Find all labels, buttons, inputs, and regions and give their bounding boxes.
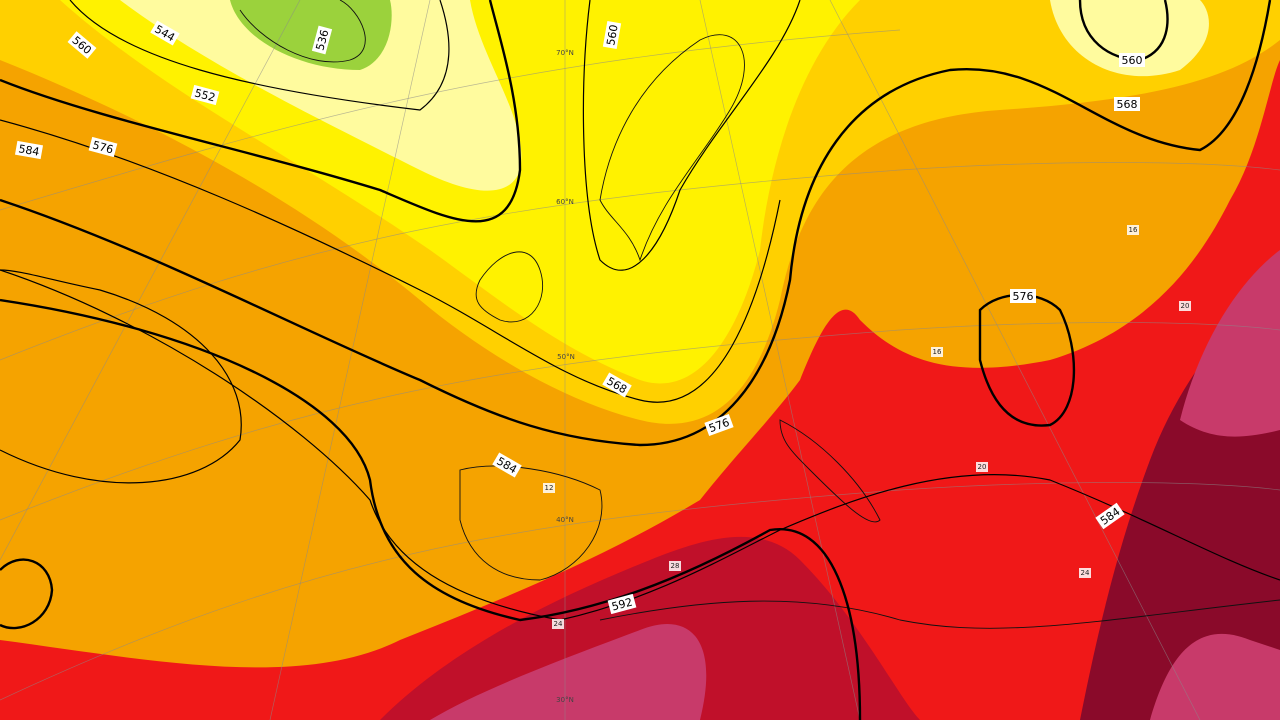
label-box xyxy=(1010,289,1036,303)
contour-label: 552 xyxy=(190,84,220,106)
label-box xyxy=(1114,97,1140,111)
label-box xyxy=(1079,568,1091,578)
pale-yellow-field xyxy=(1050,0,1209,77)
coastlines xyxy=(239,0,1280,629)
meridian xyxy=(269,0,431,720)
temperature-label: 12 xyxy=(545,484,554,492)
contour-line xyxy=(0,558,54,630)
contour-value: 592 xyxy=(610,595,634,613)
coastline xyxy=(599,34,745,262)
temperature-label: 16 xyxy=(1129,226,1138,234)
coastline xyxy=(779,419,881,523)
label-box xyxy=(1119,53,1145,67)
contour-value: 576 xyxy=(91,138,115,156)
contour-value: 568 xyxy=(1117,98,1138,111)
parallel xyxy=(0,29,901,211)
green-field xyxy=(230,0,392,70)
label-box xyxy=(976,462,988,472)
meridian xyxy=(829,0,1201,720)
temperature-label: 20 xyxy=(1181,302,1190,310)
contour-label: 592 xyxy=(607,593,637,615)
temperature-label: 16 xyxy=(933,348,942,356)
label-box xyxy=(67,31,97,59)
latitude-label: 30°N xyxy=(556,696,574,704)
label-box xyxy=(607,593,637,615)
label-box xyxy=(492,452,522,478)
yellow-field xyxy=(60,0,860,384)
contour-label: 584 xyxy=(14,140,44,160)
label-box xyxy=(190,84,220,106)
label-box xyxy=(150,20,180,46)
contour-label: 568 xyxy=(1114,97,1140,111)
contour-value: 584 xyxy=(17,142,40,158)
contour-value: 552 xyxy=(193,86,217,104)
contour-line xyxy=(69,0,450,111)
magenta-field xyxy=(1150,633,1280,720)
contour-line xyxy=(0,0,1272,447)
magenta-field xyxy=(1180,250,1280,437)
temperature-label: 28 xyxy=(671,562,680,570)
label-box xyxy=(14,140,44,160)
parallel xyxy=(0,162,1280,361)
parallel xyxy=(0,482,1280,701)
contour-value: 576 xyxy=(1013,290,1034,303)
label-box xyxy=(552,619,564,629)
magenta-field xyxy=(430,624,707,720)
label-box xyxy=(543,483,555,493)
label-box xyxy=(88,136,118,158)
coastline xyxy=(459,465,603,581)
contour-value: 536 xyxy=(313,28,331,52)
label-box xyxy=(1179,301,1191,311)
contour-line xyxy=(0,298,862,720)
contour-value: 560 xyxy=(1122,54,1143,67)
contour-line xyxy=(0,0,522,223)
coastline xyxy=(599,599,1280,629)
coastline xyxy=(239,0,366,63)
contour-label: 576 xyxy=(1010,289,1036,303)
latitude-label: 50°N xyxy=(557,353,575,361)
latitude-label: 70°N xyxy=(556,49,574,57)
latitude-label: 40°N xyxy=(556,516,574,524)
label-box xyxy=(311,25,333,55)
contour-label: 560 xyxy=(602,20,622,50)
coastline xyxy=(475,251,544,323)
contour-line xyxy=(582,0,801,271)
label-box xyxy=(602,372,632,398)
contour-label: 576 xyxy=(88,136,118,158)
temperature-label: 24 xyxy=(1081,569,1090,577)
contour-line xyxy=(0,269,1280,621)
contour-value: 560 xyxy=(604,24,620,47)
contour-label: 560 xyxy=(1119,53,1145,67)
label-box xyxy=(1095,502,1125,530)
contour-line xyxy=(0,269,242,484)
temperature-label: 20 xyxy=(978,463,987,471)
temperature-label: 24 xyxy=(554,620,563,628)
contour-line xyxy=(0,119,781,403)
parallel xyxy=(0,322,1280,521)
label-box xyxy=(704,413,734,437)
label-box xyxy=(602,20,622,50)
latitude-label: 60°N xyxy=(556,198,574,206)
label-box xyxy=(931,347,943,357)
pale-yellow-field xyxy=(120,0,522,191)
meridian xyxy=(0,0,301,561)
contour-label: 536 xyxy=(311,25,333,55)
label-box xyxy=(669,561,681,571)
label-box xyxy=(1127,225,1139,235)
red-field xyxy=(0,60,1280,720)
